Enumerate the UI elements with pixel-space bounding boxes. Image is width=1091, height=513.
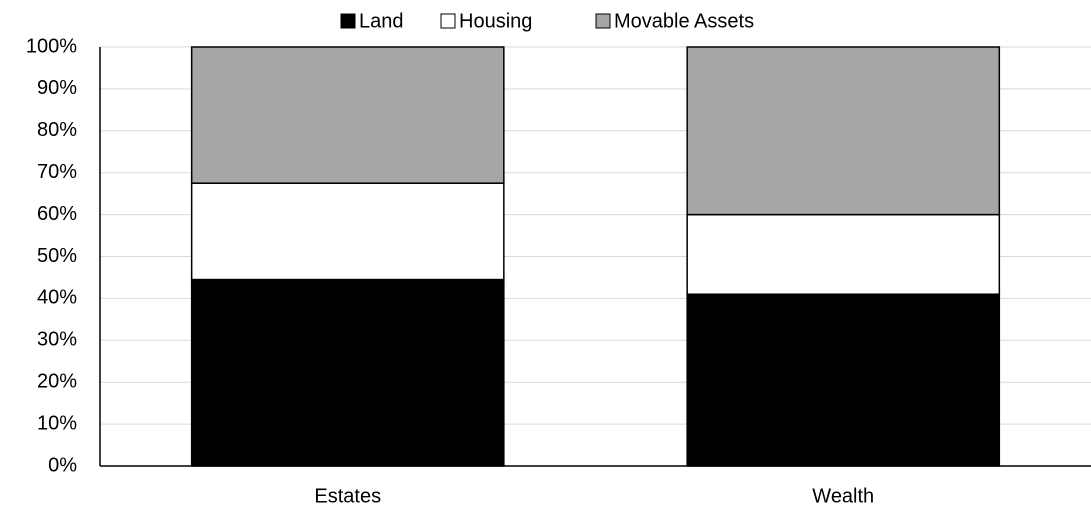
legend-label: Land [359, 10, 404, 32]
legend-swatch [440, 13, 456, 29]
legend-label: Housing [459, 10, 532, 32]
bar-segment [686, 293, 1001, 467]
y-tick-label: 50% [37, 245, 77, 267]
y-tick-label: 10% [37, 412, 77, 434]
y-tick-label: 40% [37, 287, 77, 309]
bar-segment [190, 46, 505, 184]
legend-swatch [595, 13, 611, 29]
bar-segment [190, 182, 505, 281]
y-tick-label: 80% [37, 119, 77, 141]
y-tick-label: 0% [48, 454, 77, 476]
x-tick-label: Estates [314, 485, 381, 507]
bar-segment [190, 278, 505, 467]
y-tick-label: 70% [37, 161, 77, 183]
y-tick-label: 90% [37, 77, 77, 99]
bar-segment [686, 46, 1001, 216]
y-tick-label: 20% [37, 370, 77, 392]
legend-swatch [340, 13, 356, 29]
legend-label: Movable Assets [614, 10, 754, 32]
x-tick-label: Wealth [812, 485, 874, 507]
bar-segment [686, 213, 1001, 295]
y-tick-label: 100% [26, 35, 77, 57]
y-tick-label: 30% [37, 329, 77, 351]
y-tick-label: 60% [37, 203, 77, 225]
